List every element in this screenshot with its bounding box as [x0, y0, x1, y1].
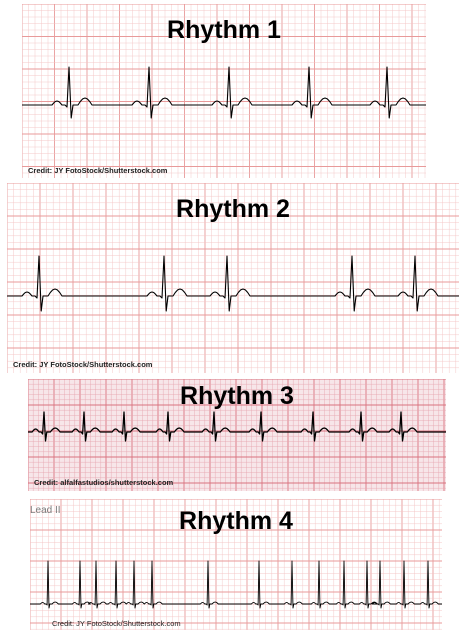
rhythm-4-lead-label: Lead II [30, 505, 61, 516]
rhythm-1-title: Rhythm 1 [167, 16, 281, 44]
ecg-gridlines-rhythm-1 [22, 4, 426, 178]
ecg-grid-rhythm-2 [7, 183, 459, 373]
ecg-strip-rhythm-1: Rhythm 1 Credit: JY FotoStock/Shuttersto… [22, 4, 426, 178]
ecg-trace-rhythm-2 [7, 255, 459, 312]
rhythm-4-credit: Credit: JY FotoStock/Shutterstock.com [52, 619, 181, 628]
ecg-grid-rhythm-1 [22, 4, 426, 178]
rhythm-1-credit: Credit: JY FotoStock/Shutterstock.com [28, 166, 168, 175]
rhythm-3-title: Rhythm 3 [180, 382, 294, 410]
rhythm-4-title: Rhythm 4 [179, 507, 293, 535]
ecg-trace-rhythm-3 [28, 411, 446, 442]
ecg-trace-rhythm-1 [22, 66, 426, 119]
ecg-gridlines-rhythm-2 [7, 183, 459, 373]
rhythm-2-credit: Credit: JY FotoStock/Shutterstock.com [13, 360, 153, 369]
ecg-gridlines-rhythm-4 [30, 499, 442, 630]
ecg-grid-rhythm-3 [28, 379, 446, 491]
ecg-strip-rhythm-3: Rhythm 3 Credit: alfalfastudios/shutters… [28, 379, 446, 491]
ecg-strip-rhythm-2: Rhythm 2 Credit: JY FotoStock/Shuttersto… [7, 183, 459, 373]
rhythm-3-credit: Credit: alfalfastudios/shutterstock.com [34, 478, 174, 487]
ecg-gridlines-rhythm-3 [28, 379, 446, 491]
ecg-grid-rhythm-4 [30, 499, 442, 630]
rhythm-2-title: Rhythm 2 [176, 195, 290, 223]
ecg-strip-rhythm-4: Lead II Rhythm 4 Credit: JY FotoStock/Sh… [30, 499, 442, 630]
ecg-trace-rhythm-4 [30, 560, 442, 609]
